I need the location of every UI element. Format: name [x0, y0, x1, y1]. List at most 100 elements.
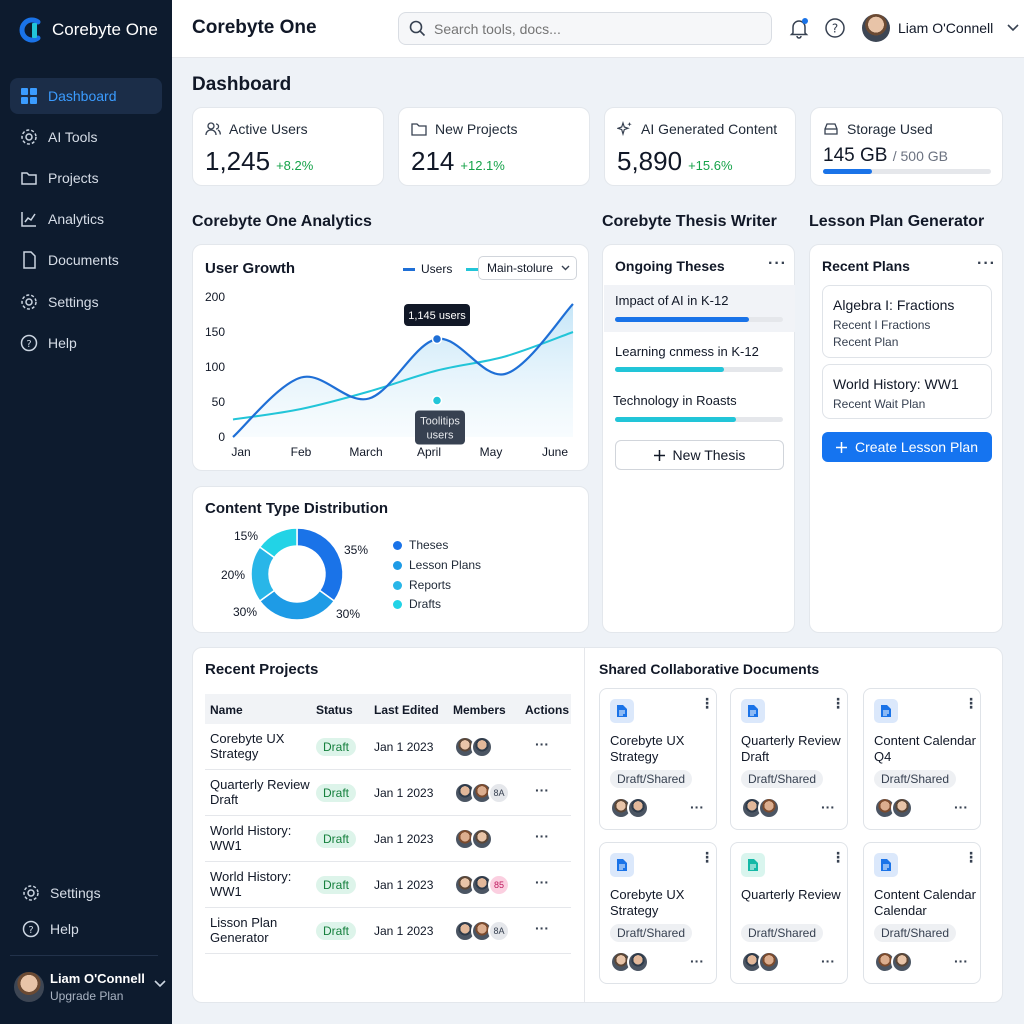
shared-doc-card[interactable]: ⋮ Content Calendar Calendar Draft/Shared…	[863, 842, 981, 984]
column-header[interactable]: Status	[316, 703, 353, 717]
series-dropdown[interactable]: Main-stolure	[478, 256, 577, 280]
row-actions-icon[interactable]: ···	[535, 736, 549, 752]
project-name[interactable]: Lisson Plan Generator	[210, 915, 278, 945]
more-icon[interactable]: ···	[690, 799, 704, 815]
shared-doc-card[interactable]: ⋮ Corebyte UX Strategy Draft/Shared ···	[599, 688, 717, 830]
table-row[interactable]: Corebyte UX Strategy Draft Jan 1 2023 ··…	[205, 724, 571, 770]
table-row[interactable]: World History: WW1 Draft Jan 1 2023 85 ·…	[205, 862, 571, 908]
column-header[interactable]: Members	[453, 703, 506, 717]
data-point-users-april[interactable]	[431, 333, 443, 345]
recent-projects-title: Recent Projects	[205, 661, 319, 678]
user-growth-title: User Growth	[205, 260, 296, 277]
table-row[interactable]: Lisson Plan Generator Draft Jan 1 2023 8…	[205, 908, 571, 954]
sidebar-item-dashboard[interactable]: Dashboard	[10, 78, 162, 114]
thesis-title[interactable]: Impact of AI in K-12	[615, 293, 729, 308]
more-icon[interactable]: ···	[954, 799, 968, 815]
sidebar-item-documents[interactable]: Documents	[10, 242, 162, 278]
row-actions-icon[interactable]: ···	[535, 782, 549, 798]
help-icon[interactable]: ?	[824, 17, 846, 39]
shared-doc-card[interactable]: ⋮ Corebyte UX Strategy Draft/Shared ···	[599, 842, 717, 984]
row-actions-icon[interactable]: ···	[535, 874, 549, 890]
sidebar-bottom-help[interactable]: ? Help	[12, 911, 164, 947]
more-icon[interactable]: ···	[768, 255, 787, 272]
member-avatar[interactable]	[627, 797, 649, 819]
member-count-badge[interactable]: 8A	[488, 782, 510, 804]
thesis-title[interactable]: Technology in Roasts	[613, 393, 737, 408]
theses-title: Ongoing Theses	[615, 258, 725, 274]
kpi-storage[interactable]: Storage Used 145 GB / 500 GB	[810, 107, 1003, 186]
plan-item[interactable]: Algebra I: Fractions Recent I Fractions …	[822, 285, 992, 358]
project-name[interactable]: World History: WW1	[210, 823, 292, 853]
more-icon[interactable]: ···	[690, 953, 704, 969]
project-name[interactable]: World History: WW1	[210, 869, 292, 899]
more-icon[interactable]: ···	[821, 799, 835, 815]
member-avatar[interactable]	[891, 797, 913, 819]
member-count-badge[interactable]: 8A	[488, 920, 510, 942]
shared-doc-card[interactable]: ⋮ Quarterly Review Draft Draft/Shared ··…	[730, 688, 848, 830]
search-input[interactable]	[434, 20, 754, 37]
kebab-menu-icon[interactable]: ⋮	[700, 849, 714, 865]
pct-label: 15%	[234, 529, 259, 543]
table-row[interactable]: World History: WW1 Draft Jan 1 2023 ···	[205, 816, 571, 862]
kebab-menu-icon[interactable]: ⋮	[831, 695, 845, 711]
column-header[interactable]: Last Edited	[374, 703, 439, 717]
header-user-menu[interactable]: Liam O'Connell	[862, 14, 1019, 42]
member-avatar[interactable]	[627, 951, 649, 973]
member-avatar[interactable]	[891, 951, 913, 973]
brand[interactable]: Corebyte One	[18, 14, 158, 46]
column-header[interactable]: Name	[210, 703, 243, 717]
kebab-menu-icon[interactable]: ⋮	[964, 695, 978, 711]
members	[454, 736, 493, 758]
section-analytics: Corebyte One Analytics	[192, 213, 372, 230]
shared-doc-card[interactable]: ⋮ Quarterly Review Draft/Shared ···	[730, 842, 848, 984]
table-row[interactable]: Quarterly Review Draft Draft Jan 1 2023 …	[205, 770, 571, 816]
data-point-secondary-april[interactable]	[431, 395, 443, 406]
kebab-menu-icon[interactable]: ⋮	[700, 695, 714, 711]
sidebar-item-analytics[interactable]: Analytics	[10, 201, 162, 237]
sidebar-item-projects[interactable]: Projects	[10, 160, 162, 196]
row-actions-icon[interactable]: ···	[535, 920, 549, 936]
kebab-menu-icon[interactable]: ⋮	[964, 849, 978, 865]
donut-chart[interactable]	[242, 519, 352, 629]
sidebar-item-settings[interactable]: Settings	[10, 284, 162, 320]
member-avatar[interactable]	[758, 797, 780, 819]
more-icon[interactable]: ···	[977, 255, 996, 272]
member-avatar[interactable]	[471, 828, 493, 850]
thesis-title[interactable]: Learning cnmess in K-12	[615, 344, 759, 359]
sidebar-item-help[interactable]: ? Help	[10, 325, 162, 361]
user-growth-chart[interactable]: 0 50 100 150 200 Jan Feb March April May June 1,14…	[193, 245, 590, 472]
bell-icon[interactable]	[788, 17, 810, 39]
last-edited: Jan 1 2023	[374, 786, 434, 800]
document-icon	[741, 853, 765, 877]
donut-slice-drafts[interactable]	[258, 527, 298, 559]
sidebar-user[interactable]: Liam O'Connell Upgrade Plan	[10, 955, 166, 1024]
sidebar-item-ai-tools[interactable]: AI Tools	[10, 119, 162, 155]
project-name[interactable]: Corebyte UX Strategy	[210, 731, 285, 761]
more-icon[interactable]: ···	[821, 953, 835, 969]
member-count-badge[interactable]: 85	[488, 874, 510, 896]
plan-item[interactable]: World History: WW1 Recent Wait Plan	[822, 364, 992, 419]
sidebar-bottom-settings[interactable]: Settings	[12, 875, 164, 911]
kebab-menu-icon[interactable]: ⋮	[831, 849, 845, 865]
kpi-new-projects[interactable]: New Projects 214 +12.1%	[398, 107, 590, 186]
row-actions-icon[interactable]: ···	[535, 828, 549, 844]
kpi-active-users[interactable]: Active Users 1,245 +8.2%	[192, 107, 384, 186]
sidebar-item-label: Settings	[48, 294, 99, 310]
search-box[interactable]	[398, 12, 772, 45]
more-icon[interactable]: ···	[954, 953, 968, 969]
chevron-down-icon[interactable]	[154, 980, 166, 988]
donut-slice-lesson-plans[interactable]	[258, 589, 336, 621]
member-avatar[interactable]	[471, 736, 493, 758]
user-plan[interactable]: Upgrade Plan	[50, 989, 124, 1003]
project-name[interactable]: Quarterly Review Draft	[210, 777, 310, 807]
create-lesson-plan-button[interactable]: Create Lesson Plan	[822, 432, 992, 462]
legend-drafts: Drafts	[393, 597, 441, 611]
button-label: New Thesis	[672, 447, 746, 463]
new-thesis-button[interactable]: New Thesis	[615, 440, 784, 470]
member-avatar[interactable]	[758, 951, 780, 973]
document-icon	[23, 251, 36, 269]
thesis-item-selected[interactable]	[604, 285, 795, 332]
kpi-ai-content[interactable]: AI Generated Content 5,890 +15.6%	[604, 107, 796, 186]
shared-doc-card[interactable]: ⋮ Content Calendar Q4 Draft/Shared ···	[863, 688, 981, 830]
column-header[interactable]: Actions	[525, 703, 570, 717]
